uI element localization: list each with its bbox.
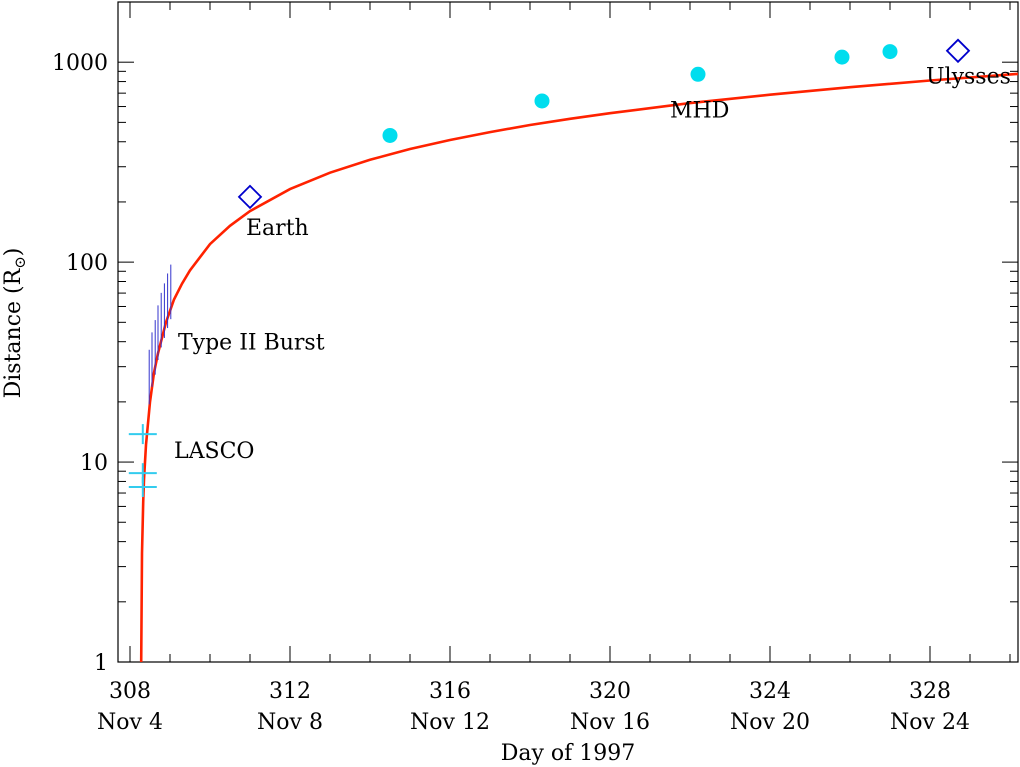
- x-tick-date-label: Nov 16: [570, 710, 650, 735]
- in-situ-diamond: [945, 38, 971, 64]
- x-tick-date-label: Nov 8: [257, 710, 323, 735]
- x-tick-label: 316: [429, 679, 471, 704]
- mhd-point: [382, 127, 398, 143]
- y-axis-title-subscript: ⊙: [11, 256, 29, 269]
- x-tick-label: 324: [749, 679, 791, 704]
- x-axis-title: Day of 1997: [501, 741, 636, 766]
- y-tick-label: 1: [94, 651, 108, 676]
- mhd-point: [834, 49, 850, 65]
- axis-labels: Day of 1997 Distance (R⊙): [1, 248, 635, 766]
- x-tick-date-label: Nov 20: [730, 710, 810, 735]
- x-tick-date-label: Nov 4: [97, 710, 163, 735]
- x-tick-label: 312: [269, 679, 311, 704]
- annotation-label: MHD: [670, 98, 729, 123]
- x-tick-label: 320: [589, 679, 631, 704]
- fit-curve-line: [139, 72, 1019, 663]
- mhd-point: [882, 44, 898, 60]
- y-axis-title: Distance (R⊙): [1, 248, 29, 399]
- annotation-label: Earth: [246, 216, 309, 241]
- annotation-label: LASCO: [174, 439, 254, 464]
- x-tick-label: 328: [909, 679, 951, 704]
- mhd-point: [534, 93, 550, 109]
- x-axis-ticks: 308 Nov 4 312 Nov 8 316 Nov 12 320 Nov 16 324 Nov…: [97, 2, 1011, 735]
- plot-frame: [117, 1, 1019, 663]
- x-tick-date-label: Nov 12: [410, 710, 490, 735]
- y-tick-label: 1000: [52, 51, 108, 76]
- annotation-label: Ulysses: [926, 64, 1011, 89]
- x-tick-date-label: Nov 24: [890, 710, 970, 735]
- x-tick-label: 308: [109, 679, 151, 704]
- annotation-label: Type II Burst: [178, 331, 325, 356]
- y-axis-title-close: ): [1, 248, 26, 257]
- y-tick-label: 100: [66, 251, 108, 276]
- y-tick-label: 10: [80, 451, 108, 476]
- axes-frame: [117, 1, 1019, 663]
- y-axis-title-main: Distance (R: [1, 267, 26, 398]
- mhd-point: [690, 66, 706, 82]
- plot-area: LASCO Type II Burst Earth MHD Ulysses: [128, 38, 1019, 663]
- y-axis-ticks: 1 10 100 1000: [52, 1, 1018, 676]
- in-situ-diamond: [237, 184, 263, 210]
